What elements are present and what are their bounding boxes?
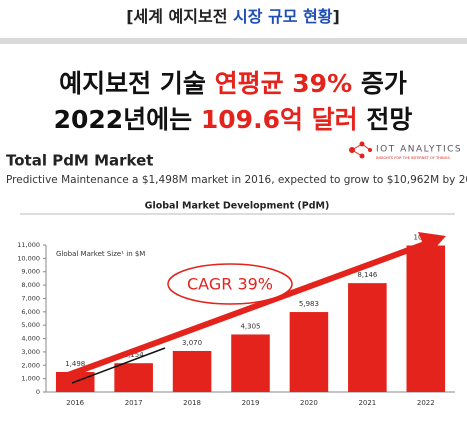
value-label: 8,146 bbox=[357, 271, 378, 279]
chart-title: Total PdM Market bbox=[6, 152, 153, 170]
y-tick-label: 10,000 bbox=[17, 254, 40, 262]
plot: 0 1,000 2,000 3,000 4,000 5,000 6,000 7,000 8,00… bbox=[17, 234, 455, 407]
cagr-arrow bbox=[57, 232, 446, 381]
value-label: 3,070 bbox=[182, 339, 202, 347]
logo-name: IOT ANALYTICS bbox=[376, 145, 462, 155]
x-tick-label: 2018 bbox=[183, 399, 201, 407]
value-label: 2,154 bbox=[124, 351, 145, 359]
x-tick-label: 2020 bbox=[300, 399, 318, 407]
annotation-bubble bbox=[167, 263, 293, 305]
headline-prefix: 2022년에는 bbox=[54, 105, 201, 134]
y-tick-label: 0 bbox=[36, 388, 40, 396]
value-label: 1,498 bbox=[65, 360, 85, 368]
y-tick-label: 8,000 bbox=[21, 281, 40, 289]
y-tick-label: 2,000 bbox=[21, 361, 40, 369]
header: [세계 예지보전 시장 규모 현황] bbox=[126, 7, 340, 26]
y-tick-label: 9,000 bbox=[21, 268, 40, 276]
bar bbox=[114, 363, 153, 392]
chart-inner-title: Global Market Development (PdM) bbox=[145, 201, 330, 212]
y-tick-label: 6,000 bbox=[21, 308, 40, 316]
bar bbox=[172, 350, 212, 392]
headline-suffix: 전망 bbox=[358, 105, 413, 134]
header-highlight: 시장 규모 현황 bbox=[233, 7, 333, 26]
annotation: CAGR 39% bbox=[187, 275, 273, 294]
x-tick-label: 2017 bbox=[125, 399, 143, 407]
value-label: 4,305 bbox=[240, 322, 260, 330]
bar bbox=[406, 245, 446, 392]
headline-prefix: 예지보전 기술 bbox=[59, 69, 214, 98]
y-axis-label: Global Market Size¹ in $M bbox=[56, 250, 145, 258]
header-suffix: ] bbox=[332, 7, 339, 26]
y-tick-label: 11,000 bbox=[17, 241, 40, 249]
x-tick-label: 2021 bbox=[358, 399, 376, 407]
bar bbox=[348, 283, 387, 392]
x-tick-label: 2022 bbox=[417, 399, 435, 407]
headline-1: 예지보전 기술 연평균 39% 증가 bbox=[59, 69, 407, 98]
headline-suffix: 증가 bbox=[352, 69, 407, 98]
y-tick-label: 4,000 bbox=[21, 335, 40, 343]
y-tick-label: 3,000 bbox=[21, 348, 40, 356]
y-tick-label: 7,000 bbox=[21, 294, 40, 302]
chart-subtitle: Predictive Maintenance a $1,498M market … bbox=[6, 174, 467, 186]
bar bbox=[231, 334, 270, 392]
headline-highlight: 109.6억 달러 bbox=[201, 105, 358, 134]
y-tick-label: 1,000 bbox=[21, 375, 40, 383]
header-prefix: [세계 예지보전 bbox=[126, 7, 233, 26]
headline-2: 2022년에는 109.6억 달러 전망 bbox=[54, 105, 413, 134]
divider bbox=[0, 38, 467, 44]
headline-highlight: 연평균 39% bbox=[215, 69, 353, 98]
logo-icon bbox=[349, 141, 372, 159]
x-tick-label: 2016 bbox=[66, 399, 84, 407]
y-tick-label: 5,000 bbox=[21, 321, 40, 329]
value-label: 5,983 bbox=[299, 300, 319, 308]
x-tick-label: 2019 bbox=[242, 399, 260, 407]
trend-line bbox=[71, 347, 166, 384]
logo-tagline: INSIGHTS FOR THE INTERNET OF THINGS bbox=[376, 156, 451, 160]
bar bbox=[289, 312, 329, 392]
